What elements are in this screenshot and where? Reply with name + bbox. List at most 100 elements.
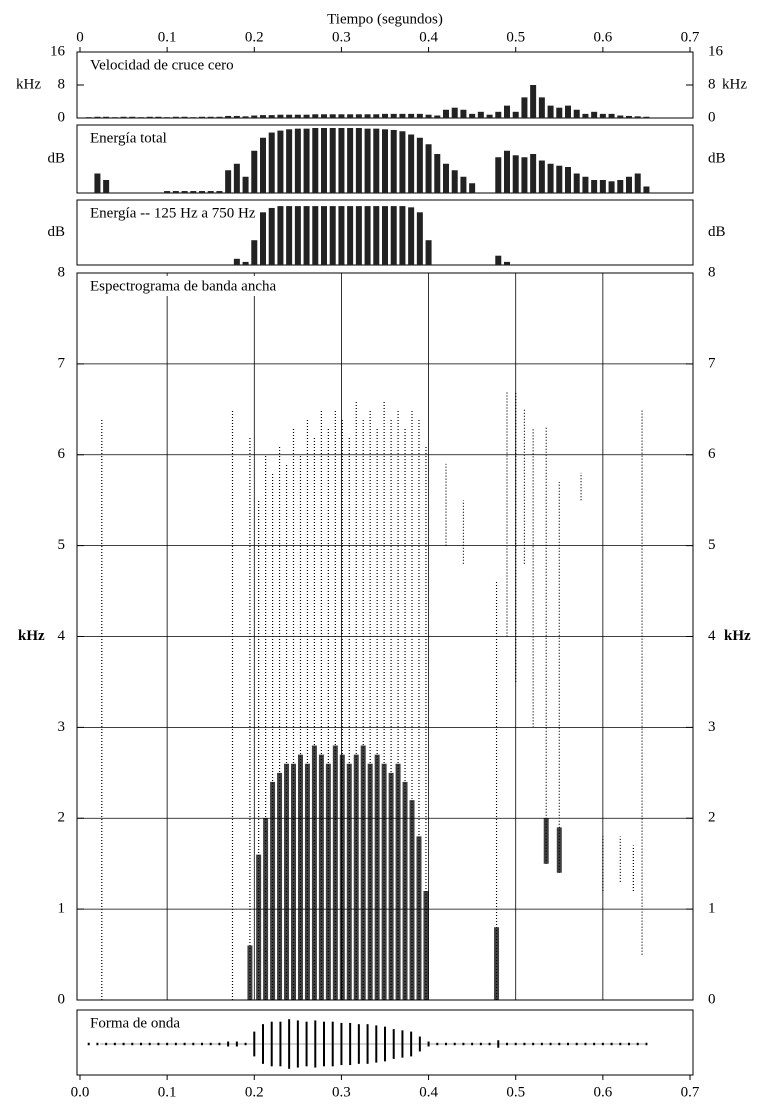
bar [321, 128, 327, 193]
bar [233, 115, 240, 118]
y-tick-label: 0 [58, 991, 66, 1007]
bar [373, 114, 380, 118]
bar [399, 206, 406, 265]
bar [512, 111, 519, 118]
bar [408, 113, 415, 118]
bar [634, 173, 641, 193]
bar [364, 114, 371, 118]
y-tick-label: 2 [58, 810, 66, 826]
y-axis-label-right: kHz [722, 76, 747, 92]
bar [504, 150, 510, 193]
bar [268, 132, 275, 193]
bar [486, 114, 493, 118]
x-tick-label: 0.3 [332, 1084, 351, 1100]
bar [216, 116, 223, 118]
bar [251, 115, 258, 118]
bar [312, 206, 319, 265]
bar [416, 137, 423, 193]
x-tick-label: 0.4 [419, 1084, 438, 1100]
bar [591, 180, 598, 193]
bar [181, 116, 188, 118]
bar [268, 207, 275, 265]
bar [382, 113, 388, 118]
bar [286, 206, 293, 265]
bar [530, 85, 537, 118]
y-axis-label: kHz [16, 76, 41, 92]
x-tick-label: 0.0 [71, 1084, 90, 1100]
y-axis-label-right: dB [708, 150, 726, 166]
bar [477, 111, 484, 118]
bar [451, 170, 458, 193]
bar [495, 255, 502, 265]
bar [164, 191, 171, 193]
bar [129, 116, 136, 118]
bar [268, 115, 275, 118]
x-tick-label: 0 [76, 29, 84, 45]
bar [530, 154, 537, 193]
y-axis-label: kHz [18, 628, 45, 644]
bar [443, 163, 449, 193]
x-tick-label: 0.5 [506, 29, 525, 45]
y-tick-label-right: 4 [708, 628, 716, 644]
bar [303, 206, 310, 265]
y-tick-label: 5 [58, 537, 66, 553]
x-tick-label: 0.5 [506, 1084, 525, 1100]
y-tick-label-right: 7 [708, 355, 716, 371]
bar [434, 154, 441, 193]
bar [225, 170, 232, 193]
x-tick-label: 0.3 [332, 29, 351, 45]
title-bg [84, 276, 286, 296]
bar [382, 129, 388, 193]
bar [172, 191, 179, 193]
x-tick-label: 0.6 [593, 29, 612, 45]
x-axis-title: Tiempo (segundos) [327, 11, 443, 27]
bar [556, 165, 563, 193]
bar [286, 129, 293, 193]
panel-frame [76, 1009, 694, 1076]
y-tick-label: 6 [58, 446, 66, 462]
bar [260, 137, 266, 193]
bar [469, 183, 476, 193]
y-tick-label-right: 8 [708, 264, 716, 280]
bar [643, 116, 650, 118]
bar [242, 116, 249, 118]
panel-title: Energía total [90, 130, 167, 146]
bar [111, 117, 118, 118]
bar [521, 157, 528, 193]
y-tick-label-right: 1 [708, 901, 716, 917]
bar [556, 107, 563, 118]
y-axis-label-right: kHz [724, 628, 751, 644]
bar [260, 115, 266, 118]
bar [199, 116, 205, 118]
bar [565, 105, 571, 118]
bar [425, 114, 432, 118]
bar [504, 261, 510, 265]
y-axis-label-right: dB [708, 224, 726, 240]
bar [469, 113, 476, 118]
y-axis-label: dB [47, 150, 65, 166]
bar [399, 113, 406, 118]
bar [547, 105, 554, 118]
bar [538, 97, 545, 118]
y-tick-label-right: 5 [708, 537, 716, 553]
x-tick-label: 0.1 [158, 29, 177, 45]
x-tick-label: 0.6 [593, 1084, 612, 1100]
y-tick-label-right: 8 [708, 76, 716, 92]
y-tick-label: 8 [58, 264, 66, 280]
bar [512, 155, 519, 193]
bar [390, 129, 397, 193]
y-tick-label-right: 16 [708, 43, 724, 59]
y-tick-label: 1 [58, 901, 66, 917]
bar [303, 114, 310, 118]
y-tick-label-right: 6 [708, 446, 716, 462]
bar [242, 176, 249, 193]
bar [599, 113, 606, 118]
bar [355, 114, 362, 118]
bar [321, 206, 327, 265]
bar [547, 163, 554, 193]
y-tick-label-right: 2 [708, 810, 716, 826]
bar [181, 191, 188, 193]
bar [329, 128, 336, 193]
